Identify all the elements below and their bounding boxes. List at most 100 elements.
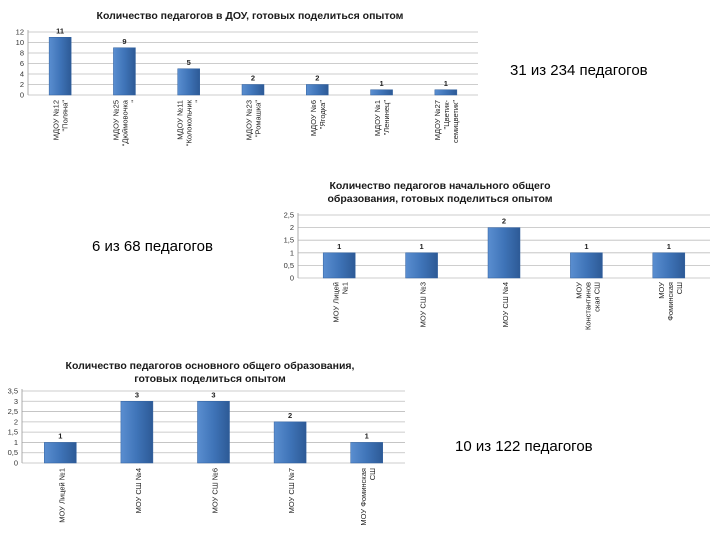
chart-title: Количество педагогов в ДОУ, готовых поде… (96, 10, 404, 22)
data-label: 1 (420, 242, 424, 251)
data-label: 11 (56, 26, 64, 35)
x-tick-label: МОУ Константинов ская СШ (574, 282, 601, 330)
x-tick-label: МДОУ №23 "Ромашка" (245, 100, 263, 141)
data-label: 1 (58, 431, 62, 440)
x-tick-label-line: МОУ Лицей №1 (57, 468, 66, 523)
bar (120, 401, 154, 464)
y-tick-label: 0 (20, 91, 24, 100)
x-tick-label-line: "Дюймовочка (120, 99, 129, 146)
x-tick-label-line: Константинов (583, 282, 592, 330)
data-label: 9 (122, 37, 126, 46)
bar (487, 227, 521, 279)
y-tick-label: 3,5 (8, 387, 18, 396)
bar (652, 252, 686, 279)
x-tick-label-line: МДОУ №12 (52, 100, 61, 140)
chart-dou: Количество педагогов в ДОУ, готовых поде… (0, 0, 490, 175)
chart-nachalnoe: Количество педагогов начального общего о… (270, 175, 710, 355)
x-tick-label-line: " (194, 100, 203, 103)
x-tick-label: МОУ Лицей №1 (57, 468, 66, 523)
x-tick-label-line: Фоминская (666, 282, 675, 321)
x-tick-label-line: МДОУ №27 (433, 100, 442, 140)
y-tick-label: 2 (290, 223, 294, 232)
y-tick-label: 0 (290, 274, 294, 283)
x-tick-label-line: МДОУ №23 (245, 100, 254, 140)
bar (322, 252, 356, 279)
x-tick-label: МОУ Фоминская СШ (657, 282, 684, 321)
x-tick-label: МОУ СШ №7 (287, 468, 296, 513)
bar (306, 84, 329, 96)
y-tick-label: 8 (20, 49, 24, 58)
data-label: 3 (211, 390, 215, 399)
bar (434, 89, 458, 96)
chart-svg: 0 0,5 1 1,5 2 2,5 1 МОУ Лицей №1 1 МОУ СШ №3 2 МОУ С… (284, 211, 710, 330)
bar (241, 84, 265, 96)
data-label: 1 (337, 242, 341, 251)
x-tick-label-line: МДОУ №1 (373, 100, 382, 136)
x-tick-label: МОУ СШ №4 (501, 282, 510, 327)
x-tick-label-line: МОУ СШ №6 (211, 468, 220, 513)
data-label: 2 (251, 74, 255, 83)
y-tick-label: 2,5 (284, 211, 294, 220)
y-tick-label: 0 (14, 459, 18, 468)
bar (350, 442, 383, 464)
x-tick-label-line: МДОУ №11 (176, 100, 185, 140)
y-tick-label: 2 (20, 80, 24, 89)
bar (177, 68, 200, 96)
y-tick-label: 3 (14, 397, 18, 406)
x-tick-label: МОУ Лицей №1 (332, 282, 350, 322)
chart-title: Количество педагогов начального общего о… (327, 180, 553, 205)
data-label: 2 (502, 217, 506, 226)
x-tick-label: МОУ Фоминская СШ (359, 468, 377, 526)
x-tick-label-line: "Колокольчик (185, 99, 194, 146)
note-nachalnoe-count: 6 из 68 педагогов (92, 238, 213, 255)
x-tick-label-line: МОУ СШ №7 (287, 468, 296, 513)
y-tick-label: 0,5 (8, 448, 18, 457)
y-tick-label: 2 (14, 417, 18, 426)
x-tick-label-line: МОУ СШ №4 (134, 468, 143, 513)
data-label: 1 (667, 242, 671, 251)
chart-osnovnoe: Количество педагогов основного общего об… (0, 355, 420, 540)
x-tick-label-line: №1 (341, 282, 350, 294)
x-tick-label-line: МОУ (657, 282, 666, 299)
chart-title: Количество педагогов основного общего об… (65, 360, 355, 385)
note-dou-count: 31 из 234 педагогов (510, 62, 648, 79)
bar (48, 37, 72, 96)
x-tick-label-line: ская СШ (592, 282, 601, 312)
bar (44, 442, 77, 464)
x-tick-label-line: "Ленинец" (382, 100, 391, 136)
x-tick-label: МОУ СШ №6 (211, 468, 220, 513)
y-tick-label: 4 (20, 70, 24, 79)
x-tick-label-line: МДОУ №25 (111, 100, 120, 140)
x-tick-label-line: семицветик" (451, 100, 460, 143)
x-tick-label-line: МОУ СШ №3 (419, 282, 428, 327)
y-tick-label: 0,5 (284, 261, 294, 270)
bar (273, 421, 307, 464)
x-tick-label: МДОУ №6 "Ягодка" (309, 100, 327, 136)
bar (113, 47, 136, 96)
x-tick-label-line: МОУ Лицей (332, 282, 341, 322)
bar (405, 252, 438, 279)
data-label: 2 (288, 411, 292, 420)
y-tick-label: 2,5 (8, 407, 18, 416)
bar (570, 252, 603, 279)
data-label: 1 (584, 242, 588, 251)
x-tick-label: МДОУ №25 "Дюймовочка " (111, 99, 138, 146)
x-tick-label-line: МОУ Фоминская (359, 468, 368, 526)
note-osnovnoe-count: 10 из 122 педагогов (455, 438, 593, 455)
x-tick-label: МОУ СШ №3 (419, 282, 428, 327)
x-tick-label-line: СШ (675, 282, 684, 294)
data-label: 2 (315, 74, 319, 83)
x-tick-label: МДОУ №27 "Цветик-семицветик" (433, 99, 460, 142)
y-tick-label: 1 (290, 248, 294, 257)
y-tick-label: 12 (16, 28, 24, 37)
x-tick-label-line: МОУ (574, 282, 583, 299)
x-tick-label-line: "Ромашка" (254, 100, 263, 137)
bar (197, 401, 230, 464)
x-tick-label-line: МДОУ №6 (309, 100, 318, 136)
x-tick-label: МДОУ №1 "Ленинец" (373, 100, 391, 136)
bar (370, 89, 393, 96)
y-tick-label: 1 (14, 438, 18, 447)
x-tick-label-line: МОУ СШ №4 (501, 282, 510, 327)
x-tick-label-line: " (129, 100, 138, 103)
